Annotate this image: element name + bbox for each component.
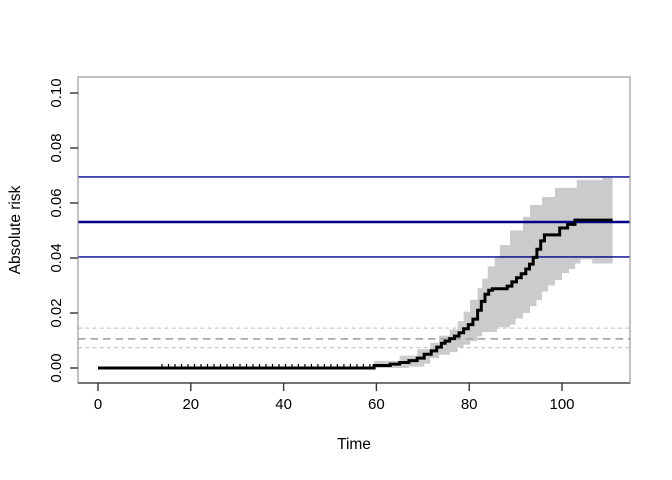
plot-area: 0 20 40 60 80 100 0.00 0.02 0.04 0.06 0.08 0.10 (48, 76, 631, 413)
y-tick-label: 0.04 (48, 243, 65, 272)
y-tick-label: 0.08 (48, 133, 65, 162)
y-tick-label: 0.00 (48, 353, 65, 382)
y-tick-label: 0.10 (48, 78, 65, 107)
x-tick-label: 100 (549, 396, 574, 413)
y-tick-label: 0.02 (48, 298, 65, 327)
confidence-band (374, 177, 613, 368)
x-tick-label: 20 (182, 396, 199, 413)
x-tick-label: 60 (368, 396, 385, 413)
absolute-risk-step-curve (98, 218, 613, 370)
x-tick-label: 40 (275, 396, 292, 413)
x-axis-title: Time (337, 436, 371, 453)
x-tick-label: 0 (94, 396, 102, 413)
x-tick-label: 80 (461, 396, 478, 413)
y-axis-title: Absolute risk (7, 185, 24, 274)
y-tick-label: 0.06 (48, 188, 65, 217)
